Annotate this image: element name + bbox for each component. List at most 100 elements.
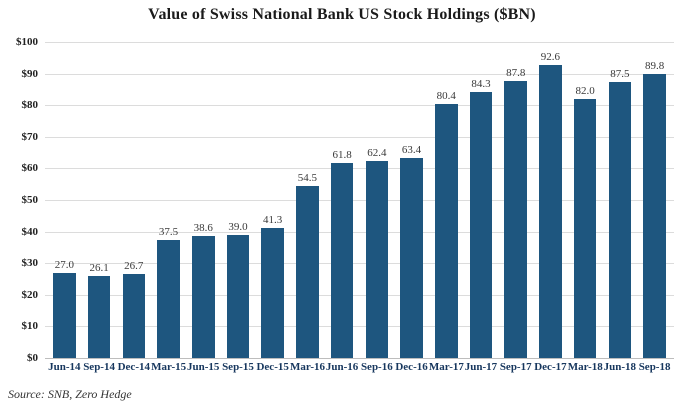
bar-value-label: 63.4 bbox=[401, 143, 422, 156]
y-tick-label: $50 bbox=[21, 194, 39, 206]
gridline bbox=[45, 231, 674, 233]
bar bbox=[469, 91, 493, 358]
bar-group-sep-18: 89.8 bbox=[637, 42, 672, 358]
bar-value-label: 92.6 bbox=[540, 51, 561, 64]
bar-value-label: 54.5 bbox=[297, 171, 318, 184]
x-tick-label: Sep-18 bbox=[638, 361, 671, 373]
bar bbox=[573, 98, 597, 358]
y-tick-label: $40 bbox=[21, 225, 39, 238]
bar-value-label: 38.6 bbox=[193, 222, 213, 235]
x-tick-label: Mar-16 bbox=[290, 361, 326, 373]
bar-value-label: 84.3 bbox=[471, 77, 491, 90]
bar-value-label: 27.0 bbox=[54, 258, 74, 271]
x-tick-label: Mar-17 bbox=[428, 361, 464, 373]
bar-value-label: 62.4 bbox=[367, 146, 387, 159]
gridline bbox=[45, 168, 674, 170]
bar bbox=[608, 81, 632, 358]
x-tick-label: Jun-15 bbox=[187, 361, 220, 373]
gridline bbox=[45, 326, 674, 328]
y-tick-label: $60 bbox=[21, 162, 39, 175]
gridline bbox=[45, 294, 674, 296]
bar bbox=[643, 74, 666, 358]
bar-value-label: 87.8 bbox=[506, 66, 526, 79]
bar bbox=[122, 273, 146, 358]
bar-group-jun-16: 61.8 bbox=[325, 42, 360, 358]
bar-value-label: 26.1 bbox=[89, 261, 109, 274]
y-tick-label: $30 bbox=[21, 257, 39, 270]
x-tick-label: Sep-17 bbox=[499, 361, 532, 373]
bar-group-jun-15: 38.6 bbox=[186, 42, 221, 358]
bar bbox=[400, 157, 423, 358]
x-tick-label: Mar-15 bbox=[151, 361, 187, 373]
bar-group-sep-15: 39.0 bbox=[221, 42, 256, 358]
bar-value-label: 89.8 bbox=[644, 60, 665, 73]
y-tick-label: $80 bbox=[21, 99, 39, 112]
gridline bbox=[45, 136, 674, 138]
bar-value-label: 26.7 bbox=[124, 259, 144, 272]
gridline bbox=[45, 263, 674, 265]
bar bbox=[53, 272, 76, 358]
bar bbox=[330, 162, 354, 358]
x-tick-label: Jun-16 bbox=[325, 361, 359, 373]
bar-group-sep-16: 62.4 bbox=[359, 42, 394, 358]
bar-value-label: 41.3 bbox=[263, 213, 283, 226]
x-tick-label: Dec-16 bbox=[395, 361, 428, 373]
bar-group-mar-15: 37.5 bbox=[151, 42, 186, 358]
x-tick-label: Mar-18 bbox=[567, 361, 603, 373]
bar-value-label: 87.5 bbox=[610, 67, 630, 80]
y-axis: $100 $90 $80 $70 $60 $50 $40 $30 $20 $10 $0 bbox=[0, 36, 39, 364]
bar-group-dec-14: 26.7 bbox=[116, 42, 151, 358]
bar bbox=[504, 80, 527, 358]
gridline bbox=[45, 42, 674, 43]
bar bbox=[365, 160, 389, 358]
x-tick-label: Jun-14 bbox=[48, 361, 81, 373]
bar-group-dec-16: 63.4 bbox=[394, 42, 429, 358]
bar bbox=[226, 234, 250, 358]
x-tick-label: Sep-14 bbox=[83, 361, 115, 373]
y-tick-label: $0 bbox=[27, 352, 38, 364]
plot-area: 27.0 26.1 26.7 37.5 38.6 39.0 41.3 54.5 61.8 62.4… bbox=[45, 42, 674, 359]
bar-value-label: 39.0 bbox=[228, 220, 248, 233]
gridline bbox=[45, 200, 674, 201]
source-note: Source: SNB, Zero Hedge bbox=[8, 387, 132, 401]
x-tick-label: Dec-14 bbox=[117, 361, 150, 373]
bar bbox=[539, 65, 562, 358]
bar-group-jun-17: 84.3 bbox=[464, 42, 499, 358]
bar bbox=[261, 227, 284, 358]
gridline bbox=[45, 105, 674, 107]
bar bbox=[296, 185, 319, 358]
y-tick-label: $100 bbox=[16, 36, 38, 48]
y-tick-label: $20 bbox=[21, 288, 39, 301]
x-axis-labels: Jun-14 Sep-14 Dec-14 Mar-15 Jun-15 Sep-15 Dec-… bbox=[45, 361, 674, 373]
bar bbox=[87, 275, 111, 358]
bar-group-sep-14: 26.1 bbox=[82, 42, 117, 358]
x-tick-label: Sep-15 bbox=[222, 361, 254, 373]
x-tick-label: Jun-17 bbox=[464, 361, 498, 373]
bar-value-label: 80.4 bbox=[436, 89, 456, 102]
bar-group-mar-17: 80.4 bbox=[429, 42, 464, 358]
y-tick-label: $10 bbox=[21, 320, 39, 333]
bar-group-jun-18: 87.5 bbox=[603, 42, 638, 358]
bar bbox=[157, 239, 180, 358]
bar-group-dec-17: 92.6 bbox=[533, 42, 568, 358]
bar bbox=[191, 236, 215, 358]
x-tick-label: Jun-18 bbox=[603, 361, 637, 373]
x-tick-label: Sep-16 bbox=[360, 361, 393, 373]
bar-group-dec-15: 41.3 bbox=[255, 42, 290, 358]
y-tick-label: $70 bbox=[21, 130, 39, 143]
bar-value-label: 61.8 bbox=[332, 148, 352, 161]
bar-group-jun-14: 27.0 bbox=[47, 42, 82, 358]
bar-group-mar-16: 54.5 bbox=[290, 42, 325, 358]
bar-value-label: 37.5 bbox=[158, 225, 179, 238]
bar-group-sep-17: 87.8 bbox=[498, 42, 533, 358]
x-axis-line bbox=[45, 358, 674, 359]
bar-value-label: 82.0 bbox=[575, 84, 595, 97]
chart-title: Value of Swiss National Bank US Stock Ho… bbox=[148, 6, 536, 23]
x-tick-label: Dec-15 bbox=[256, 361, 289, 373]
bar-group-mar-18: 82.0 bbox=[568, 42, 603, 358]
y-tick-label: $90 bbox=[21, 67, 39, 80]
bars: 27.0 26.1 26.7 37.5 38.6 39.0 41.3 54.5 61.8 62.4… bbox=[47, 42, 672, 358]
x-tick-label: Dec-17 bbox=[534, 361, 567, 373]
gridline bbox=[45, 73, 674, 75]
